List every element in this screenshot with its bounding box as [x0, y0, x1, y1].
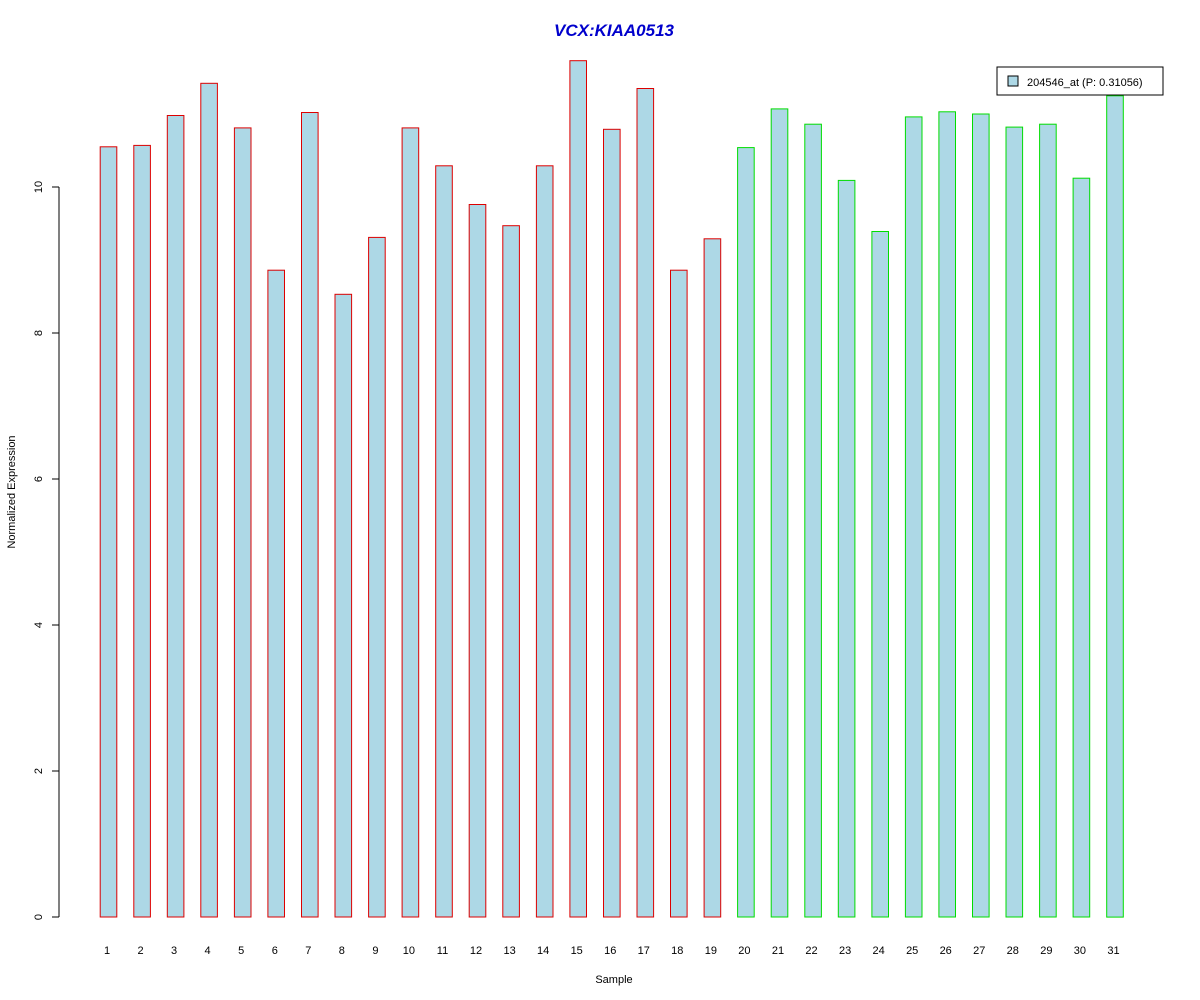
- bar-sample-31: [1106, 95, 1124, 918]
- bar-sample-10: [401, 127, 420, 918]
- bar-sample-18: [670, 269, 688, 918]
- bar-sample-1: [99, 146, 118, 918]
- x-tick-label: 2: [138, 945, 144, 957]
- x-tick-label: 24: [872, 945, 884, 957]
- x-tick-label: 13: [503, 945, 515, 957]
- x-tick-label: 27: [973, 945, 985, 957]
- bar-sample-6: [267, 269, 285, 918]
- bar-sample-29: [1039, 123, 1057, 918]
- legend: 204546_at (P: 0.31056): [996, 66, 1164, 96]
- bar-sample-30: [1072, 177, 1091, 918]
- chart-title: VCX:KIAA0513: [554, 21, 675, 40]
- bar-sample-13: [502, 225, 520, 918]
- x-tick-label: 29: [1040, 945, 1052, 957]
- x-tick-label: 30: [1074, 945, 1086, 957]
- x-tick-label: 28: [1007, 945, 1019, 957]
- bar-sample-21: [770, 108, 789, 918]
- x-axis-labels: 1 2 3 4 5 6 7 8 9 10 11 12 13 14 15 16 17 18 19 20 21 22 23 24 2…: [104, 945, 1120, 957]
- x-tick-label: 26: [940, 945, 952, 957]
- x-tick-label: 12: [470, 945, 482, 957]
- bar-sample-14: [535, 165, 554, 918]
- x-tick-label: 11: [437, 945, 448, 957]
- bar-sample-4: [200, 82, 218, 918]
- x-tick-label: 18: [671, 945, 683, 957]
- bar-sample-26: [938, 111, 957, 918]
- bar-sample-22: [804, 123, 822, 918]
- y-tick-label: 0: [33, 914, 45, 920]
- x-tick-label: 21: [772, 945, 784, 957]
- x-tick-label: 3: [171, 945, 177, 957]
- bar-sample-7: [301, 112, 319, 918]
- bar-sample-19: [703, 238, 722, 918]
- legend-swatch: [1007, 75, 1019, 87]
- x-tick-label: 4: [205, 945, 211, 957]
- x-tick-label: 25: [906, 945, 918, 957]
- bars-group: [99, 60, 1124, 918]
- x-axis-title: Sample: [595, 974, 632, 986]
- y-axis-title: Normalized Expression: [6, 435, 18, 548]
- y-tick-label: 4: [33, 622, 45, 628]
- x-tick-label: 15: [571, 945, 583, 957]
- y-tick-label: 10: [33, 181, 45, 193]
- x-tick-label: 19: [705, 945, 717, 957]
- bar-sample-16: [603, 128, 621, 918]
- x-tick-label: 7: [305, 945, 311, 957]
- legend-box: [996, 66, 1164, 96]
- bar-sample-12: [468, 204, 487, 918]
- bar-sample-24: [871, 231, 890, 918]
- x-tick-label: 6: [272, 945, 278, 957]
- x-tick-label: 22: [805, 945, 817, 957]
- x-tick-label: 9: [372, 945, 378, 957]
- bar-sample-20: [737, 147, 755, 918]
- x-tick-label: 14: [537, 945, 549, 957]
- x-tick-label: 10: [403, 945, 415, 957]
- x-tick-label: 17: [638, 945, 650, 957]
- bar-sample-27: [972, 113, 990, 918]
- bar-sample-2: [133, 144, 151, 918]
- bar-sample-8: [334, 293, 353, 918]
- x-tick-label: 31: [1107, 945, 1119, 957]
- y-tick-label: 2: [33, 768, 45, 774]
- x-tick-label: 16: [604, 945, 616, 957]
- x-tick-label: 8: [339, 945, 345, 957]
- bar-sample-25: [904, 116, 923, 918]
- bar-sample-15: [569, 60, 588, 918]
- x-tick-label: 20: [738, 945, 750, 957]
- y-tick-label: 6: [33, 476, 45, 482]
- legend-label: 204546_at (P: 0.31056): [1027, 77, 1143, 89]
- bar-sample-28: [1005, 126, 1024, 918]
- bar-sample-17: [636, 88, 655, 918]
- y-axis: 0 2 4 6 8 10: [33, 181, 60, 920]
- bar-sample-23: [837, 179, 856, 918]
- bar-sample-5: [233, 127, 252, 918]
- bar-sample-11: [435, 165, 453, 918]
- x-tick-label: 23: [839, 945, 851, 957]
- x-tick-label: 5: [238, 945, 244, 957]
- y-tick-label: 8: [33, 330, 45, 336]
- bar-sample-9: [368, 236, 386, 918]
- bar-sample-3: [166, 115, 185, 918]
- x-tick-label: 1: [104, 945, 110, 957]
